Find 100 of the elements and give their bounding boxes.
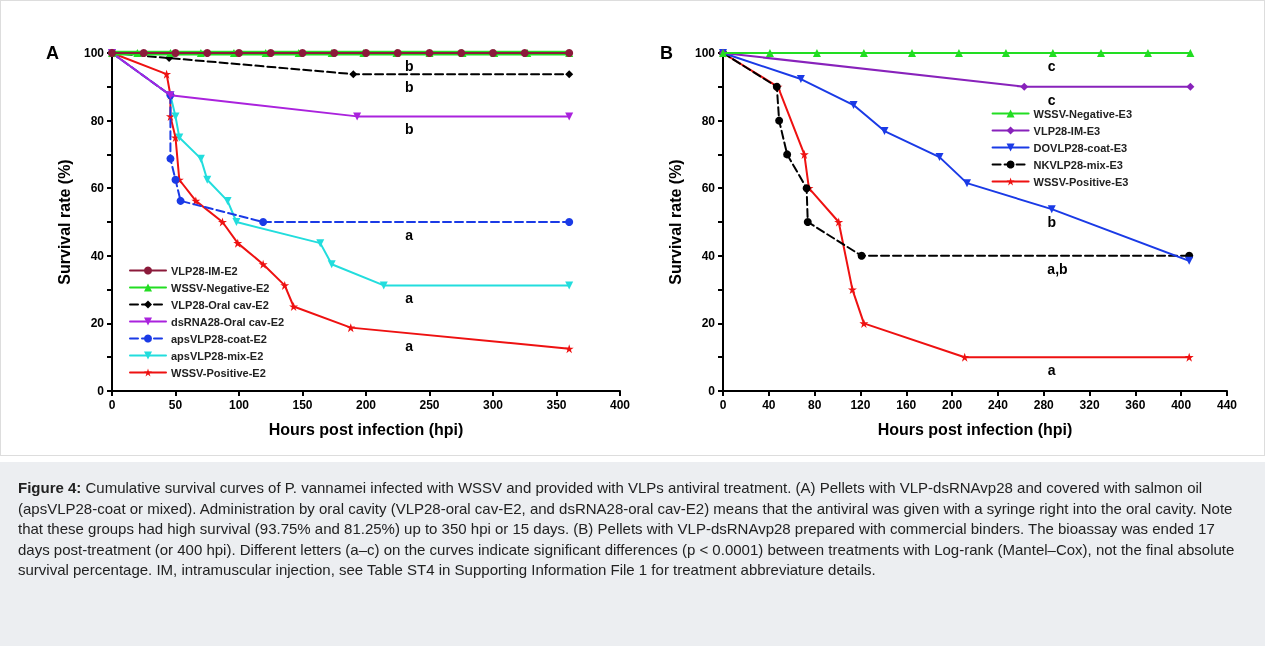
legend-label: NKVLP28-mix-E3 <box>1033 158 1123 171</box>
point <box>266 49 275 57</box>
x-tick-label: 280 <box>1033 398 1055 412</box>
point <box>171 175 180 184</box>
y-axis-title: Survival rate (%) <box>55 159 73 285</box>
annotation: a,b <box>1047 260 1068 277</box>
point <box>280 280 290 290</box>
point <box>223 196 232 205</box>
y-tick-label: 80 <box>701 113 716 128</box>
x-tick-label: 0 <box>719 398 727 412</box>
y-tick-label: 40 <box>701 248 716 263</box>
annotation: c <box>1047 58 1056 74</box>
x-tick-label: 350 <box>546 398 567 412</box>
point <box>327 260 336 269</box>
point <box>258 259 268 269</box>
legend-label: VLP28-Oral cav-E2 <box>171 298 269 311</box>
point <box>857 251 866 260</box>
point <box>954 49 963 57</box>
point <box>565 218 574 226</box>
point <box>799 149 809 159</box>
point <box>565 70 574 79</box>
point <box>859 318 869 328</box>
x-tick-label: 250 <box>419 398 440 412</box>
x-tick-label: 360 <box>1125 398 1146 412</box>
point <box>162 69 172 79</box>
point <box>217 217 227 227</box>
legend-label: WSSV-Negative-E2 <box>171 281 270 294</box>
point <box>379 281 388 290</box>
x-tick-label: 200 <box>942 398 963 412</box>
text: Figure 4: <box>18 479 82 496</box>
annotation: a <box>1047 362 1056 379</box>
x-tick-label: 100 <box>228 398 250 412</box>
annotation: b <box>1047 214 1057 231</box>
annotation: b <box>404 58 414 74</box>
x-tick-label: 400 <box>1171 398 1192 412</box>
point <box>1097 49 1105 57</box>
point <box>235 49 243 57</box>
point <box>935 153 944 162</box>
annotation: a <box>405 227 414 243</box>
legend-label: VLP28-IM-E2 <box>171 264 238 277</box>
x-tick-label: 200 <box>355 398 377 412</box>
point <box>1186 49 1195 57</box>
point <box>834 217 844 227</box>
point <box>1184 352 1194 362</box>
point <box>765 49 774 57</box>
y-tick-label: 60 <box>90 181 105 196</box>
point <box>232 218 241 226</box>
point <box>1020 82 1029 91</box>
y-tick-label: 40 <box>90 248 105 263</box>
x-tick-label: 150 <box>292 398 313 412</box>
point <box>908 49 916 57</box>
legend-label: apsVLP28-coat-E2 <box>171 332 267 345</box>
chart-title: A <box>46 43 59 63</box>
point <box>812 49 821 57</box>
point <box>349 70 358 79</box>
point <box>565 281 574 290</box>
annotation: a <box>405 290 414 307</box>
x-tick-label: 0 <box>108 398 116 412</box>
x-tick-label: 320 <box>1079 398 1100 412</box>
legend-label: WSSV-Positive-E2 <box>171 366 266 379</box>
y-tick-label: 0 <box>708 384 716 398</box>
point <box>176 196 185 205</box>
legend-label: apsVLP28-mix-E2 <box>171 349 264 362</box>
point <box>775 116 784 125</box>
point <box>1048 49 1057 57</box>
point <box>1186 82 1195 91</box>
point <box>1001 49 1010 57</box>
point <box>1143 49 1152 57</box>
y-tick-label: 60 <box>701 181 716 196</box>
y-tick-label: 80 <box>90 113 105 128</box>
x-tick-label: 50 <box>168 398 183 412</box>
y-tick-label: 20 <box>90 316 105 331</box>
x-tick-label: 160 <box>896 398 917 412</box>
x-tick-label: 240 <box>987 398 1009 412</box>
legend-label: WSSV-Positive-E3 <box>1033 175 1129 188</box>
point <box>171 49 180 57</box>
point <box>203 49 212 57</box>
x-tick-label: 400 <box>609 398 631 412</box>
y-tick-label: 100 <box>83 46 105 60</box>
legend-label: VLP28-IM-E3 <box>1033 124 1101 137</box>
point <box>564 344 574 354</box>
annotation: a <box>405 338 414 355</box>
point <box>353 112 362 121</box>
point <box>166 154 175 163</box>
point <box>171 112 180 121</box>
annotation: b <box>404 79 414 96</box>
x-tick-label: 40 <box>762 398 776 412</box>
point <box>259 218 268 226</box>
annotation: b <box>404 121 414 138</box>
legend-label: dsRNA28-Oral cav-E2 <box>171 315 285 328</box>
point <box>849 101 858 110</box>
legend-label: DOVLP28-coat-E3 <box>1033 141 1128 154</box>
point <box>233 238 243 248</box>
point <box>960 352 970 362</box>
point <box>796 75 805 84</box>
point <box>847 285 857 295</box>
point <box>139 49 148 57</box>
point <box>880 127 889 136</box>
x-axis-title: Hours post infection (hpi) <box>877 420 1073 438</box>
y-tick-label: 0 <box>97 384 105 398</box>
